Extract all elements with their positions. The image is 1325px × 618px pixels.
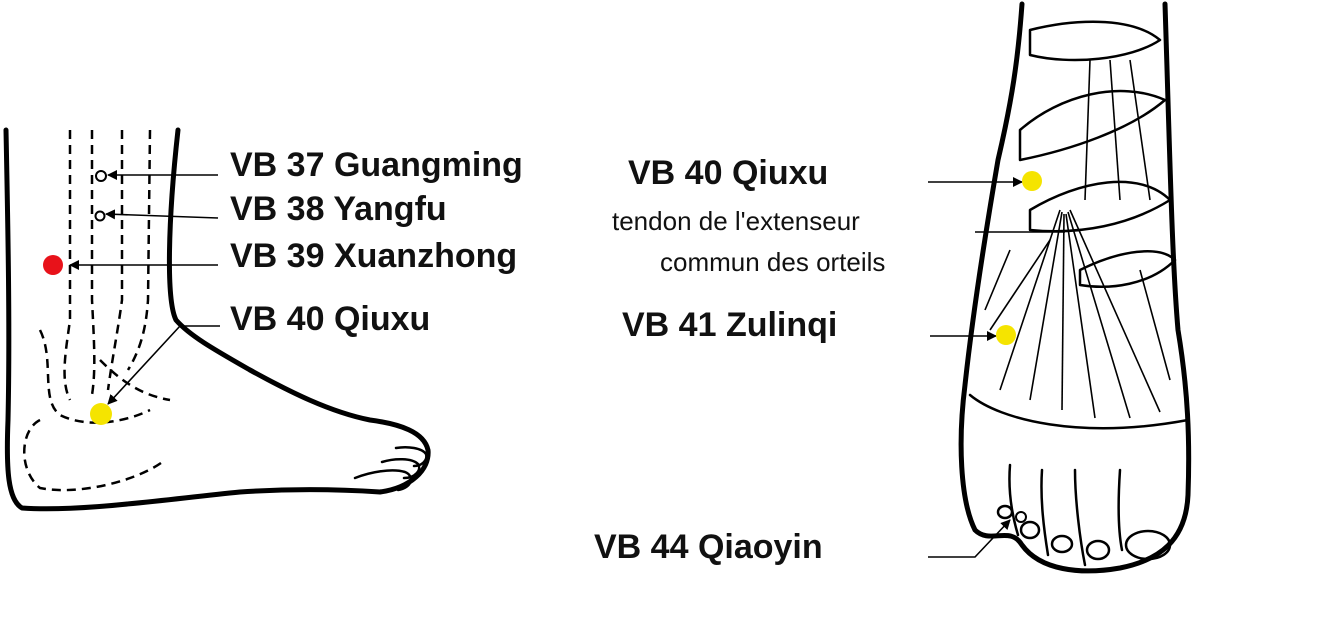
vb40-top-point-dot: [1022, 171, 1042, 191]
lateral-foot-illustration: [3, 127, 431, 512]
vb38-point-marker: [94, 210, 106, 222]
left-leader-lines: [69, 170, 220, 405]
vb40-top-label: VB 40 Qiuxu: [628, 154, 828, 192]
vb41-label: VB 41 Zulinqi: [622, 306, 837, 344]
big-toe-nail: [1124, 529, 1172, 561]
right-leader-lines: [928, 177, 1065, 558]
vb39-point-dot: [43, 255, 63, 275]
vb40-side-label: VB 40 Qiuxu: [230, 300, 430, 338]
tendon-label-line2: commun des orteils: [660, 247, 885, 277]
vb38-label: VB 38 Yangfu: [230, 190, 447, 228]
vb44-label: VB 44 Qiaoyin: [594, 528, 823, 566]
vb41-point-dot: [996, 325, 1016, 345]
vb37-point-marker: [95, 170, 107, 182]
dorsal-foot-illustration: [958, 1, 1192, 574]
vb39-label: VB 39 Xuanzhong: [230, 237, 517, 275]
vb40-side-point-dot: [90, 403, 112, 425]
vb44-point-marker: [1015, 511, 1027, 523]
vb37-label: VB 37 Guangming: [230, 146, 523, 184]
tendon-label-line1: tendon de l'extenseur: [612, 206, 860, 236]
